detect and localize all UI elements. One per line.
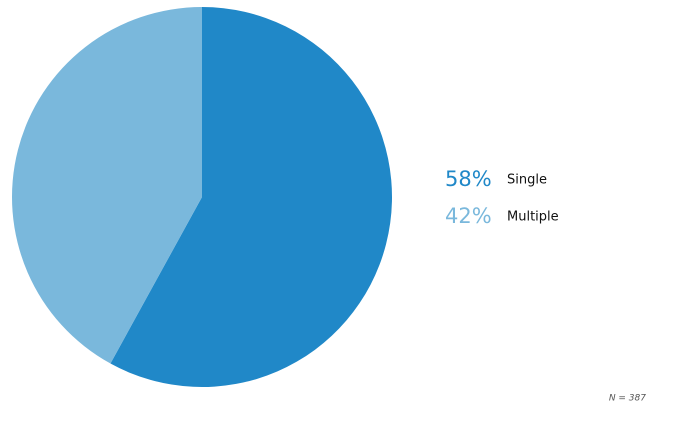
legend-label: Multiple xyxy=(507,210,559,225)
annotation: N = 387 xyxy=(609,394,646,404)
legend-value: 58% xyxy=(445,167,492,191)
pie-slice xyxy=(110,7,392,387)
pie-slice xyxy=(11,7,202,364)
legend-label: Single xyxy=(507,173,547,188)
legend-value: 42% xyxy=(445,204,492,228)
